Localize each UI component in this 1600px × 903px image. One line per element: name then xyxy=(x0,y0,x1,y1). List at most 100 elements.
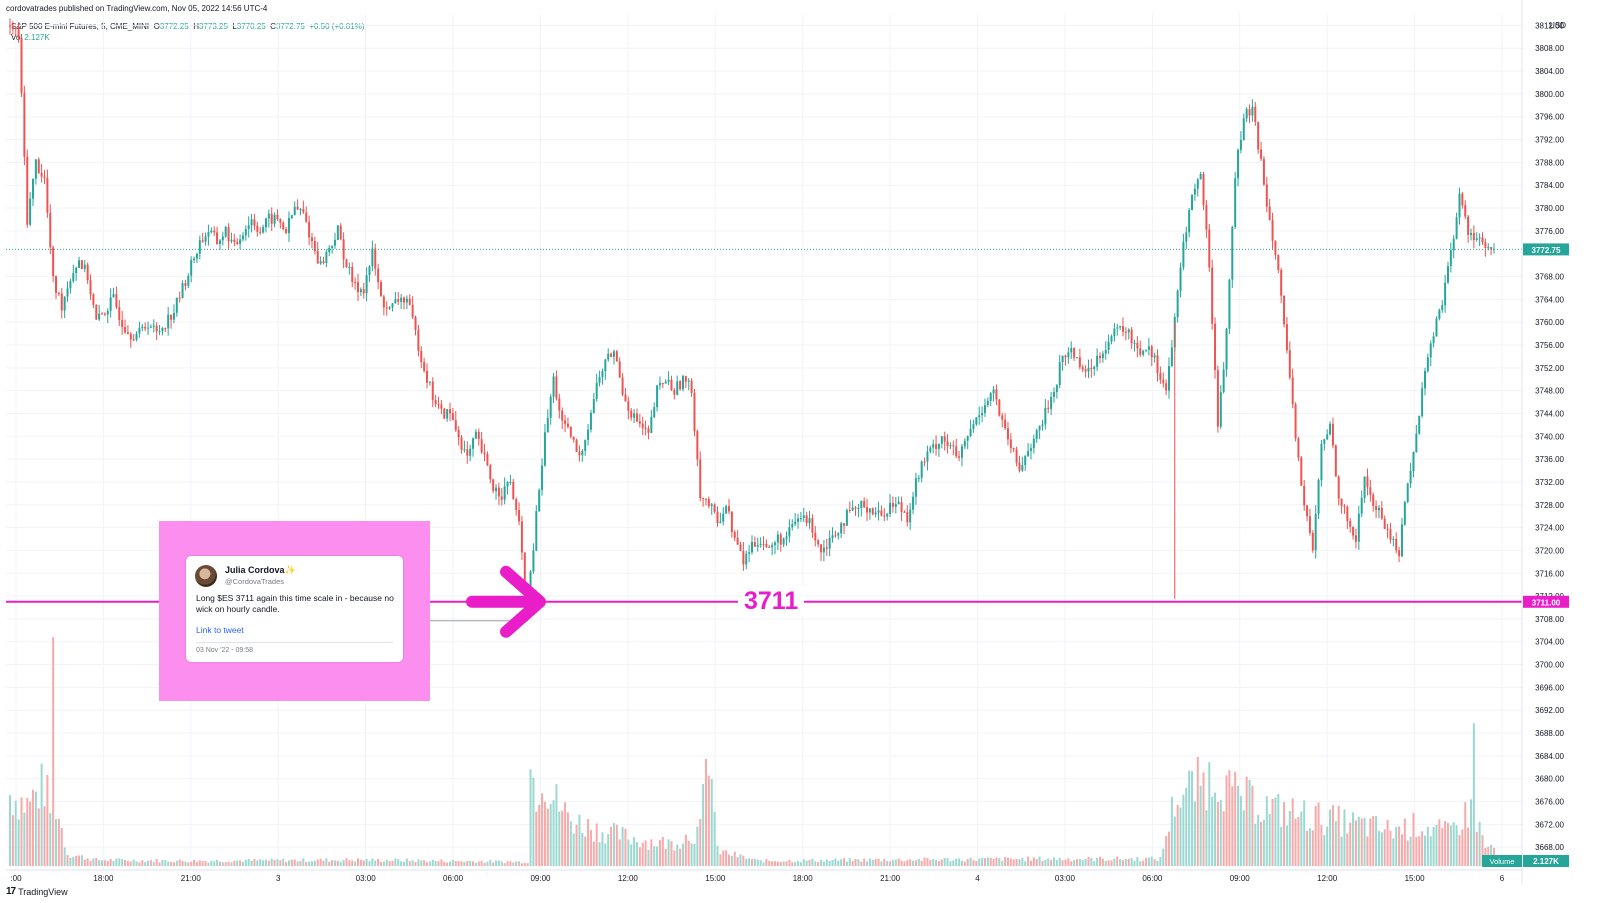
candle-body xyxy=(1331,423,1334,446)
volume-bar xyxy=(891,860,894,866)
volume-bar xyxy=(1458,834,1461,866)
candle-body xyxy=(578,451,581,456)
volume-bar xyxy=(1372,816,1375,866)
tweet-link[interactable]: Link to tweet xyxy=(196,625,244,635)
volume-bar xyxy=(1277,793,1280,866)
candle-body xyxy=(273,214,276,224)
candle-body xyxy=(742,550,745,565)
candle-body xyxy=(230,239,233,242)
candle-body xyxy=(391,303,394,308)
candle-body xyxy=(216,232,219,244)
volume-bar xyxy=(592,841,595,866)
y-tick-label: 3768.00 xyxy=(1535,273,1564,282)
volume-bar xyxy=(932,859,935,866)
volume-bar xyxy=(1090,857,1093,866)
candle-body xyxy=(451,413,454,421)
volume-bar xyxy=(989,857,992,866)
candle-body xyxy=(575,439,578,452)
candle-body xyxy=(1285,324,1288,351)
volume-bar xyxy=(607,834,610,866)
volume-bar xyxy=(595,823,598,866)
volume-bar xyxy=(1452,822,1455,866)
y-tick-label: 3708.00 xyxy=(1535,615,1564,624)
volume-bar xyxy=(1334,821,1337,866)
volume-bar xyxy=(1096,857,1099,866)
candle-body xyxy=(983,405,986,413)
open-value: 3772.25 xyxy=(159,22,189,31)
candle-body xyxy=(840,523,843,534)
candle-body xyxy=(187,275,190,286)
y-tick-label: 3800.00 xyxy=(1535,90,1564,99)
volume-bar xyxy=(733,851,736,866)
volume-bar xyxy=(699,818,702,866)
volume-bar xyxy=(589,830,592,866)
candle-body xyxy=(1294,404,1297,439)
volume-bar xyxy=(509,861,512,866)
candle-body xyxy=(20,37,23,93)
volume-bar xyxy=(1061,860,1064,866)
candle-body xyxy=(966,436,969,441)
volume-bar xyxy=(221,862,224,866)
candle-body xyxy=(40,172,43,177)
volume-bar xyxy=(791,862,794,866)
volume-bar xyxy=(175,860,178,866)
volume-bar xyxy=(1029,860,1032,866)
volume-bar xyxy=(1124,858,1127,866)
candle-body xyxy=(342,239,345,260)
candle-body xyxy=(446,409,449,419)
tradingview-logo[interactable]: 17 TradingView xyxy=(6,886,68,897)
volume-bar xyxy=(287,860,290,866)
volume-bar xyxy=(1122,860,1124,866)
volume-bar xyxy=(658,840,661,866)
volume-bar xyxy=(466,860,469,866)
symbol-legend: S&P 500 E-mini Futures, 5, CME_MINI O377… xyxy=(11,21,364,43)
y-tick-label: 3696.00 xyxy=(1535,683,1564,692)
candle-body xyxy=(293,206,296,216)
candle-body xyxy=(239,239,242,244)
candle-body xyxy=(653,407,656,418)
volume-bar xyxy=(187,862,190,866)
volume-bar xyxy=(727,854,730,866)
volume-bar xyxy=(236,860,239,866)
tweet-handle: @CordovaTrades xyxy=(225,577,285,586)
volume-bar xyxy=(193,859,196,866)
volume-bar xyxy=(564,802,567,866)
candle-body xyxy=(716,511,719,524)
y-tick-label: 3784.00 xyxy=(1535,181,1564,190)
x-tick-label: 4 xyxy=(975,874,980,883)
volume-bar xyxy=(14,800,17,866)
volume-bar xyxy=(1101,858,1104,866)
volume-bar xyxy=(975,860,978,866)
candle-body xyxy=(356,282,359,293)
candle-body xyxy=(598,377,601,383)
volume-bar xyxy=(276,859,279,866)
price-axis[interactable] xyxy=(1522,0,1600,903)
candle-body xyxy=(883,515,886,517)
candle-body xyxy=(693,392,696,432)
candle-body xyxy=(748,552,751,554)
candle-body xyxy=(891,502,894,507)
candle-body xyxy=(1446,266,1449,283)
volume-bar xyxy=(1044,859,1047,866)
volume-bar xyxy=(380,861,382,866)
volume-bar xyxy=(9,795,11,866)
volume-bar xyxy=(1087,856,1090,866)
y-tick-label: 3724.00 xyxy=(1535,524,1564,533)
candle-body xyxy=(345,259,348,268)
candle-body xyxy=(495,487,498,492)
candle-body xyxy=(1487,247,1490,249)
volume-bar xyxy=(1409,836,1412,866)
candle-body xyxy=(351,266,354,283)
candle-body xyxy=(788,527,791,537)
volume-bar xyxy=(434,861,437,866)
candle-body xyxy=(60,293,63,311)
candle-body xyxy=(1044,407,1047,425)
volume-bar xyxy=(561,810,564,866)
volume-bar xyxy=(719,854,722,866)
candle-body xyxy=(1127,329,1130,333)
candle-body xyxy=(1398,550,1401,557)
candle-body xyxy=(992,389,995,394)
volume-bar xyxy=(624,828,627,866)
candle-body xyxy=(1343,505,1346,507)
